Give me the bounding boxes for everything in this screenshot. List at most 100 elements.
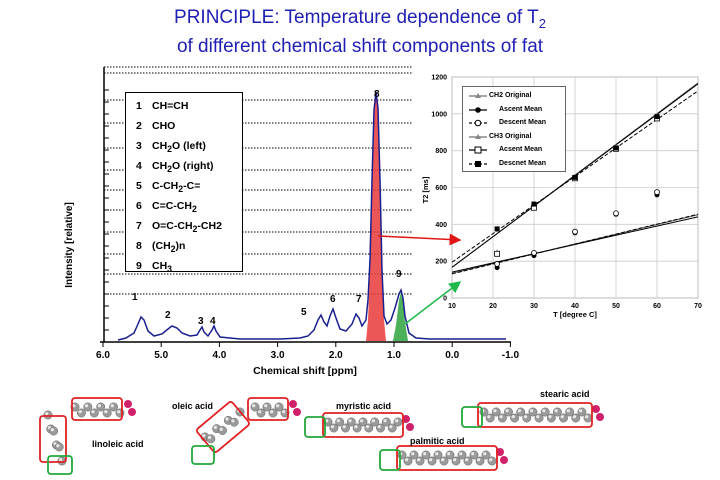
atom-highlight: [330, 425, 335, 429]
open-circle-marker-icon: [469, 119, 487, 127]
atom-highlight: [78, 410, 82, 414]
t2-data-point: [572, 174, 578, 180]
t2-x-tick-label: 30: [530, 303, 538, 310]
atom-highlight: [348, 419, 352, 423]
linoleic-chain: [43, 410, 67, 466]
t2-y-tick-label: 1000: [431, 111, 447, 118]
molecule-label-oleic: oleic acid: [172, 401, 213, 411]
atom-highlight: [530, 409, 534, 413]
spectrum-x-label: Chemical shift [ppm]: [253, 365, 357, 377]
ch2-segment-box: [396, 445, 498, 471]
carbon-atom: [229, 417, 239, 427]
spectrum-x-tick-label: 4.0: [212, 350, 226, 361]
atom-highlight: [225, 417, 229, 421]
peak-label: 1: [132, 292, 138, 303]
atom-highlight: [578, 409, 583, 413]
oxygen-atom: [289, 400, 297, 408]
t2-x-tick-label: 40: [571, 303, 579, 310]
carbon-atom: [583, 413, 593, 423]
ch2-segment-box: [196, 401, 250, 453]
carbon-atom: [89, 408, 99, 418]
t2-fit-line: [451, 213, 699, 275]
ch3-segment-box: [304, 416, 326, 438]
t2-legend-row: Ascent Mean: [467, 103, 561, 117]
spectrum-y-ticks: [104, 89, 109, 331]
atom-highlight: [471, 452, 475, 456]
atom-highlight: [536, 415, 540, 419]
atom-highlight: [487, 415, 491, 419]
atom-highlight: [56, 444, 60, 448]
atom-highlight: [493, 409, 497, 413]
t2-y-tick-label: 200: [435, 259, 447, 266]
atom-highlight: [342, 425, 346, 429]
t2-x-tick-label: 70: [694, 303, 702, 310]
oxygen-atom: [596, 413, 604, 421]
legend-row: 7 O=C-CH2-CH2: [136, 220, 222, 235]
molecule-illustrations: [39, 397, 604, 475]
ch3-peak-fill: [393, 292, 408, 341]
carbon-atom: [206, 434, 216, 444]
ch2-segment-box: [477, 402, 593, 428]
spectrum-curve: [117, 91, 506, 341]
peak-label: 6: [330, 294, 336, 305]
ch2-arrow: [377, 233, 462, 246]
t2-legend-row: CH3 Original: [467, 130, 561, 144]
t2-legend-row: Acsent Mean: [467, 143, 561, 157]
t2-data-point: [654, 114, 660, 120]
t2-y-tick-label: 0: [443, 296, 447, 303]
molecule-labels: linoleic acid oleic acid myristic acid s…: [92, 389, 590, 449]
ch2-peak-fill: [366, 92, 386, 341]
spectrum-x-tick-label: 6.0: [96, 350, 110, 361]
t2-y-label: T2 [ms]: [421, 176, 430, 203]
atom-highlight: [585, 415, 589, 419]
carbon-atom: [218, 426, 227, 435]
atom-highlight: [117, 410, 121, 414]
t2-y-tick-label: 1200: [431, 75, 447, 82]
atom-highlight: [110, 404, 114, 408]
ch3-segment-box: [461, 406, 483, 428]
legend-row: 1 CH=CH: [136, 100, 189, 112]
atom-highlight: [219, 427, 223, 431]
spectrum-x-tick-label: 1.0: [387, 350, 401, 361]
atom-highlight: [395, 419, 399, 423]
carbon-atom: [102, 408, 112, 418]
oxygen-atom: [124, 400, 132, 408]
atom-highlight: [505, 409, 509, 413]
spectrum-x-tick-label: 2.0: [329, 350, 343, 361]
atom-highlight: [45, 412, 49, 416]
carbon-atom: [83, 402, 93, 412]
peak-label: 5: [301, 307, 307, 318]
atom-highlight: [566, 409, 570, 413]
t2-data-point: [531, 249, 537, 256]
ch3-segment-box: [379, 449, 401, 471]
atom-highlight: [517, 409, 522, 413]
carbon-atom: [43, 410, 53, 420]
carbon-atom: [96, 402, 106, 412]
atom-highlight: [325, 419, 329, 423]
atom-highlight: [459, 452, 463, 456]
legend-row: 4 CH2O (right): [136, 160, 214, 175]
atom-highlight: [383, 419, 387, 423]
linoleic-chain: [70, 402, 125, 418]
spectrum-x-tick-label: 5.0: [154, 350, 168, 361]
atom-highlight: [447, 452, 451, 456]
carbon-atom: [393, 417, 403, 427]
spectrum-y-label: Intensity [relative]: [64, 202, 75, 288]
t2-chart: 10 20 30 40 50 60 70 0 200 400 600 800 1000 1200 T2 …: [421, 75, 702, 320]
t2-x-label: T [degree C]: [553, 310, 597, 319]
oxygen-atom: [500, 456, 508, 464]
peak-label: 8: [374, 89, 380, 100]
t2-data-point: [654, 189, 660, 196]
t2-x-tick-label: 60: [653, 303, 661, 310]
ch2-segment-box: [322, 412, 404, 438]
oxygen-atom: [293, 408, 301, 416]
peak-labels: 1 2 3 4 5 6 7 8 9: [132, 89, 402, 327]
t2-data-point: [494, 250, 501, 257]
atom-highlight: [371, 419, 375, 423]
atom-highlight: [104, 410, 108, 414]
atom-highlight: [499, 415, 503, 419]
atom-highlight: [231, 419, 235, 423]
atom-highlight: [97, 404, 102, 408]
atom-highlight: [554, 409, 558, 413]
